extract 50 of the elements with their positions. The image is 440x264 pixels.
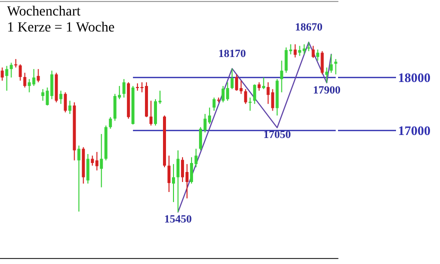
candlestick <box>253 84 256 104</box>
candlestick <box>32 68 36 86</box>
candlestick <box>59 90 62 104</box>
candlestick <box>284 46 288 74</box>
candlestick <box>298 45 302 56</box>
candlestick <box>334 58 338 75</box>
data-label: 17050 <box>263 129 292 142</box>
candlestick <box>149 100 152 126</box>
data-label: 17900 <box>312 84 341 96</box>
candlestick <box>320 50 324 75</box>
chart-title: Wochenchart <box>7 4 81 20</box>
data-label: 18170 <box>218 48 246 60</box>
candlestick <box>280 60 284 93</box>
candlestick <box>100 133 103 188</box>
candlestick <box>212 97 216 112</box>
candlestick <box>248 97 252 112</box>
candlestick <box>325 66 328 84</box>
candlestick <box>316 49 320 62</box>
candlestick <box>294 44 297 58</box>
candlestick <box>312 45 315 58</box>
candlestick <box>18 64 22 82</box>
candlestick <box>86 154 90 184</box>
candlestick <box>0 66 4 82</box>
candlestick <box>168 155 170 193</box>
candlestick <box>181 156 184 183</box>
candlestick <box>10 62 13 78</box>
candlestick <box>266 82 270 104</box>
candlestick <box>122 78 126 98</box>
candlestick <box>23 72 26 88</box>
candlestick <box>77 145 80 212</box>
candlestick <box>262 77 266 90</box>
candlestick <box>176 150 180 213</box>
candlestick <box>36 68 40 83</box>
candlestick <box>222 85 225 103</box>
candlestick <box>5 65 8 92</box>
candlestick <box>172 164 176 203</box>
text: 1 Kerze = 1 Woche <box>7 20 115 36</box>
candlestick <box>190 156 194 184</box>
data-label: 15450 <box>164 214 192 226</box>
candlestick <box>230 68 234 90</box>
candlestick <box>64 92 67 113</box>
y-tick-label: 18000 <box>398 70 430 86</box>
data-label: 18670 <box>294 22 323 34</box>
candlestick <box>244 88 248 104</box>
candlestick <box>108 116 112 130</box>
candlestick <box>95 151 98 171</box>
candlestick <box>235 74 238 92</box>
candlestick <box>330 54 333 74</box>
candlestick <box>68 100 72 114</box>
y-tick-label: 17000 <box>398 122 430 138</box>
